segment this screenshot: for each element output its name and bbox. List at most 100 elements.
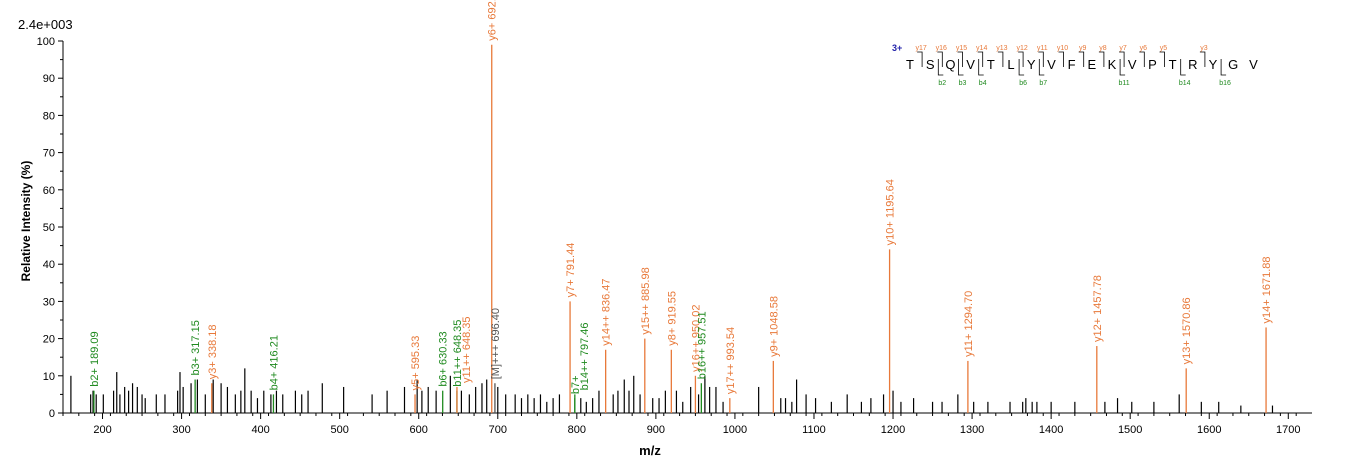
x-tick-label: 1300 [960, 424, 984, 436]
x-tick-label: 400 [251, 424, 269, 436]
x-tick-label: 800 [568, 424, 586, 436]
sequence-residue: T [987, 57, 995, 72]
sequence-residue: Y [1209, 57, 1218, 72]
intensity-scale-label: 2.4e+003 [18, 17, 73, 32]
y-ion-bracket [1139, 51, 1145, 67]
y-tick-label: 30 [43, 296, 55, 308]
peak-label: y3+ 338.18 [207, 324, 219, 379]
peak-label: y7+ 791.44 [565, 243, 577, 298]
sequence-residue: R [1188, 57, 1197, 72]
sequence-residue: V [1047, 57, 1056, 72]
peak-label: y9+ 1048.58 [768, 296, 780, 357]
y-ion-bracket [1018, 51, 1024, 67]
y-ion-bracket [917, 51, 923, 67]
b-ion-label: b6 [1019, 80, 1027, 87]
y-tick-label: 70 [43, 148, 55, 160]
x-tick-label: 1600 [1197, 424, 1221, 436]
b-ion-bracket [1220, 59, 1227, 76]
x-tick-label: 600 [410, 424, 428, 436]
x-tick-label: 1100 [802, 424, 826, 436]
y-tick-label: 80 [43, 110, 55, 122]
b-ion-bracket [958, 59, 964, 76]
y-ion-label: y7 [1119, 45, 1127, 52]
x-tick-label: 700 [489, 424, 507, 436]
y-ion-bracket [997, 51, 1004, 67]
peak-label: y17++ 993.54 [725, 327, 737, 394]
y-ion-label: y10 [1057, 45, 1068, 52]
y-ion-bracket [1038, 51, 1044, 67]
y-ion-label: y8 [1099, 45, 1107, 52]
y-ion-label: y15 [956, 45, 967, 52]
peak-label: b7+ [570, 375, 582, 394]
y-ion-bracket [1078, 51, 1085, 67]
sequence-residue: V [1128, 57, 1137, 72]
y-ion-bracket [977, 51, 984, 67]
sequence-residue: E [1087, 57, 1096, 72]
peak-label: y6+ 692.37 [487, 0, 499, 41]
sequence-residue: L [1007, 57, 1014, 72]
x-tick-label: 900 [647, 424, 665, 436]
y-ion-label: y16 [936, 45, 947, 52]
precursor-charge: 3+ [892, 43, 902, 53]
y-ion-label: y12 [1016, 45, 1027, 52]
peak-label: b16++ 957.51 [696, 311, 708, 379]
y-tick-label: 60 [43, 185, 55, 197]
b-ion-bracket [1038, 59, 1045, 76]
y-ion-bracket [957, 51, 963, 67]
sequence-residue: F [1068, 57, 1076, 72]
peak-label: [M]+++ 696.40 [490, 308, 502, 379]
x-tick-label: 200 [93, 424, 111, 436]
b-ion-bracket [1180, 59, 1186, 76]
y-ion-label: y13 [996, 45, 1007, 52]
y-ion-label: y5 [1160, 45, 1168, 52]
sequence-residue: T [1169, 57, 1177, 72]
peak-label: b4+ 416.21 [268, 335, 280, 390]
y-ion-label: y6 [1140, 45, 1148, 52]
sequence-residue: P [1148, 57, 1157, 72]
x-tick-label: 1500 [1118, 424, 1142, 436]
y-ion-label: y3 [1200, 45, 1208, 52]
peak-label: y10+ 1195.64 [885, 179, 897, 245]
y-ion-label: y9 [1079, 45, 1087, 52]
peak-label: y8+ 919.55 [666, 291, 678, 346]
x-tick-label: 1700 [1276, 424, 1300, 436]
sequence-residue: V [966, 57, 975, 72]
y-ion-label: y11 [1037, 45, 1048, 52]
b-ion-bracket [1018, 59, 1025, 76]
peak-label: y13+ 1570.86 [1181, 297, 1193, 364]
peak-label: y14+ 1671.88 [1261, 256, 1273, 323]
sequence-residue: T [906, 57, 914, 72]
b-ion-bracket [937, 59, 944, 76]
y-ion-bracket [1159, 51, 1165, 67]
y-tick-label: 40 [43, 259, 55, 271]
b-ion-label: b3 [959, 80, 967, 87]
b-ion-label: b7 [1039, 80, 1047, 87]
peak-label: y15++ 885.98 [640, 267, 652, 334]
y-ion-bracket [1119, 51, 1125, 67]
y-tick-label: 50 [43, 222, 55, 234]
y-ion-bracket [1058, 51, 1064, 67]
x-tick-label: 1000 [723, 424, 747, 436]
x-tick-label: 500 [330, 424, 348, 436]
b-ion-label: b16 [1219, 80, 1231, 87]
sequence-residue: S [926, 57, 935, 72]
y-ion-label: y17 [915, 45, 926, 52]
peak-label: b14++ 797.46 [579, 322, 591, 390]
sequence-residue: G [1228, 57, 1238, 72]
peak-label: b2+ 189.09 [89, 331, 101, 386]
b-ion-label: b14 [1179, 80, 1191, 87]
peak-label: y16++ 950.02 [690, 305, 702, 372]
sequence-residue: K [1108, 57, 1117, 72]
x-tick-label: 1200 [881, 424, 905, 436]
y-tick-label: 10 [43, 371, 55, 383]
b-ion-label: b4 [979, 80, 987, 87]
peak-label: y14++ 836.47 [601, 278, 613, 345]
y-ion-label: y14 [976, 45, 987, 52]
y-ion-bracket [937, 51, 943, 67]
b-ion-label: b11 [1119, 80, 1130, 87]
b-ion-label: b2 [938, 80, 946, 87]
sequence-residue: Q [945, 57, 955, 72]
peak-label: y5+ 595.33 [410, 336, 422, 391]
